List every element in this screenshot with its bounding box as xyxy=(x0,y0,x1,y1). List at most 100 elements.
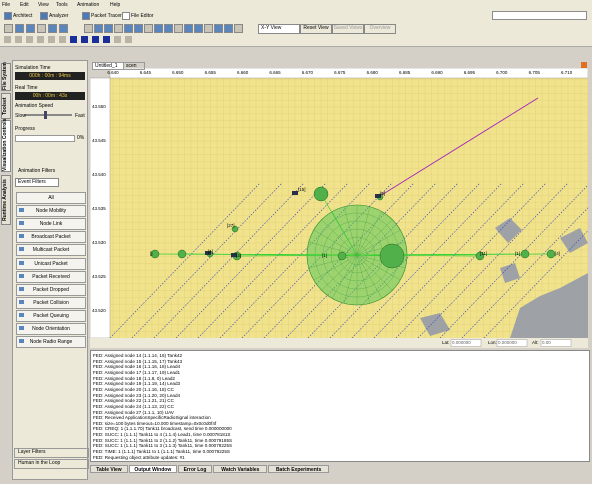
bottom-tab[interactable]: Table View xyxy=(90,465,128,473)
bottom-tab[interactable]: Batch Experiments xyxy=(268,465,329,473)
side-tab[interactable]: Runtime Analysis xyxy=(1,175,11,225)
mode-button[interactable]: Analyzer xyxy=(49,13,69,19)
map-view: [15] [8] [27] [] [1] [3] [1] [11] [1] [4] 6.640 6.6… xyxy=(90,68,588,348)
view-select[interactable]: X-Y View xyxy=(258,24,300,34)
doc-tab[interactable]: scen xyxy=(123,62,145,70)
range-spoke xyxy=(356,219,393,256)
tool-icon[interactable] xyxy=(224,24,233,33)
tool-icon[interactable] xyxy=(94,24,103,33)
node-label: [1] xyxy=(208,249,213,254)
label: Progress xyxy=(15,126,36,132)
tool-icon[interactable] xyxy=(184,24,193,33)
mode-button[interactable]: Architect xyxy=(13,13,33,19)
tool-icon[interactable] xyxy=(134,24,143,33)
bottom-tab[interactable]: Output Window xyxy=(129,465,177,473)
tool-icon[interactable] xyxy=(144,24,153,33)
mode-icon xyxy=(82,12,90,20)
filter-icon xyxy=(19,247,24,252)
mode-icon xyxy=(122,12,130,20)
play-icon[interactable] xyxy=(103,36,110,43)
filter-button[interactable]: Broadcast Packet xyxy=(16,231,86,244)
tool-icon[interactable] xyxy=(124,24,133,33)
range-spoke xyxy=(308,254,358,269)
menu-item[interactable]: Tools xyxy=(56,2,68,8)
play-icon[interactable] xyxy=(15,36,22,43)
slider-thumb[interactable] xyxy=(44,111,47,119)
filter-button[interactable]: Packet Dropped xyxy=(16,283,86,296)
tool-icon[interactable] xyxy=(26,24,35,33)
filter-button[interactable]: All xyxy=(16,192,86,204)
play-icon[interactable] xyxy=(37,36,44,43)
filter-button[interactable]: Packet Received xyxy=(16,270,86,283)
log-line: FED: CREQ: 1 (1.1.1.70) Tank11 broadcast… xyxy=(93,426,232,432)
node xyxy=(177,249,187,259)
play-icon[interactable] xyxy=(70,36,77,43)
x-ruler-label: 6.645 xyxy=(140,70,152,75)
filter-button[interactable]: Packet Queuing xyxy=(16,309,86,322)
x-ruler-label: 6.660 xyxy=(237,70,249,75)
tool-icon[interactable] xyxy=(48,24,57,33)
tool-icon[interactable] xyxy=(234,24,243,33)
filter-icon xyxy=(19,299,24,304)
tool-icon[interactable] xyxy=(37,24,46,33)
side-tab[interactable]: Visualization Controls xyxy=(1,119,11,172)
doc-tab[interactable]: Untitled_1 xyxy=(92,62,124,70)
menu-item[interactable]: File xyxy=(2,2,11,8)
menu-item[interactable]: Edit xyxy=(20,2,29,8)
log-line: FED: Requesting object attribute updates… xyxy=(93,454,185,460)
panel-button[interactable]: Human in the Loop xyxy=(14,459,89,469)
filter-button[interactable]: Node Mobility xyxy=(16,205,86,218)
play-icon[interactable] xyxy=(26,36,33,43)
play-icon[interactable] xyxy=(92,36,99,43)
bottom-tab[interactable]: Error Log xyxy=(177,465,213,473)
menu-item[interactable]: View xyxy=(38,2,49,8)
tool-icon[interactable] xyxy=(174,24,183,33)
tab[interactable]: Event Filters xyxy=(15,178,59,187)
filter-button[interactable]: Node Link xyxy=(16,218,86,231)
tool-icon[interactable] xyxy=(204,24,213,33)
menu-item[interactable]: Animation xyxy=(77,2,100,8)
view-button[interactable]: Overview xyxy=(364,24,396,34)
tool-icon[interactable] xyxy=(59,24,68,33)
tool-icon[interactable] xyxy=(4,24,13,33)
menu-item[interactable]: Help xyxy=(110,2,121,8)
tool-icon[interactable] xyxy=(104,24,113,33)
view-button[interactable]: Saved Views xyxy=(332,24,364,34)
tool-icon[interactable] xyxy=(214,24,223,33)
close-button[interactable] xyxy=(581,62,587,68)
node xyxy=(475,251,485,261)
filter-button[interactable]: Multicast Packet xyxy=(16,244,86,257)
terrain xyxy=(420,313,450,336)
view-button[interactable]: Reset View xyxy=(300,24,332,34)
coord-value: 0.000000 xyxy=(498,340,517,345)
panel-button[interactable]: Layer Filters xyxy=(14,448,89,458)
play-icon[interactable] xyxy=(48,36,55,43)
play-icon[interactable] xyxy=(125,36,132,43)
tool-icon[interactable] xyxy=(194,24,203,33)
search-box[interactable] xyxy=(492,11,587,20)
side-tab[interactable]: File System xyxy=(1,62,11,91)
range-spoke xyxy=(331,254,358,299)
side-tab[interactable]: Toolset xyxy=(1,93,11,119)
play-icon[interactable] xyxy=(81,36,88,43)
filter-button[interactable]: Node Orientation xyxy=(16,323,86,335)
filter-button[interactable]: Unicast Packet xyxy=(16,257,86,270)
log-line: FED: SUCC: 1 (1.1.1) Tank11 to 3 (1.1.3)… xyxy=(93,443,233,449)
play-icon[interactable] xyxy=(59,36,66,43)
x-ruler-label: 6.670 xyxy=(302,70,314,75)
node-label: [1] xyxy=(322,253,327,258)
tool-icon[interactable] xyxy=(114,24,123,33)
bottom-tab[interactable]: Watch Variables xyxy=(213,465,268,473)
filter-button[interactable]: Packet Collision xyxy=(16,296,86,309)
label: Slow xyxy=(15,113,26,119)
tool-icon[interactable] xyxy=(15,24,24,33)
mode-button[interactable]: File Editor xyxy=(131,13,154,19)
tool-icon[interactable] xyxy=(154,24,163,33)
filter-button[interactable]: Node Radio Range xyxy=(16,336,86,349)
mode-button[interactable]: Packet Tracer xyxy=(91,13,122,19)
tool-icon[interactable] xyxy=(84,24,93,33)
play-icon[interactable] xyxy=(114,36,121,43)
tool-icon[interactable] xyxy=(164,24,173,33)
play-icon[interactable] xyxy=(4,36,11,43)
log-line: FED: Assigned node 27 (1.1.1, 10) UAV xyxy=(93,409,174,415)
